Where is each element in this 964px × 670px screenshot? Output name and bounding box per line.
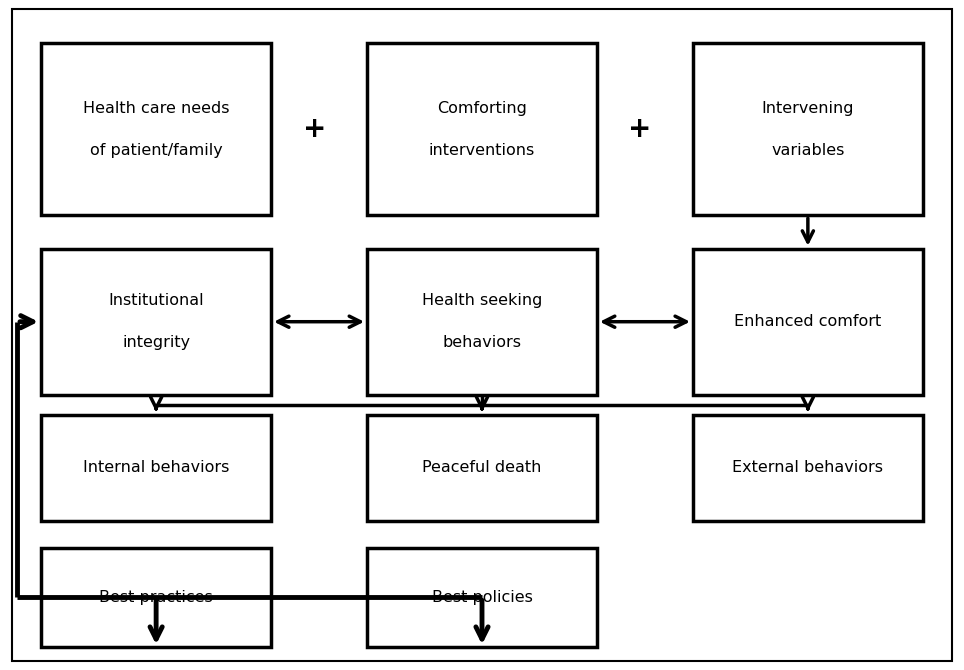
Text: Institutional

integrity: Institutional integrity — [108, 293, 204, 350]
Text: Internal behaviors: Internal behaviors — [83, 460, 229, 476]
Text: Intervening

variables: Intervening variables — [762, 100, 854, 157]
Bar — [367, 249, 597, 395]
Text: Best practices: Best practices — [99, 590, 213, 605]
Bar — [41, 547, 271, 647]
Bar — [367, 43, 597, 215]
Bar — [693, 415, 923, 521]
Text: Health care needs

of patient/family: Health care needs of patient/family — [83, 100, 229, 157]
Text: Best policies: Best policies — [432, 590, 532, 605]
Bar — [693, 43, 923, 215]
Bar — [41, 43, 271, 215]
Bar — [41, 249, 271, 395]
Text: +: + — [629, 115, 652, 143]
Text: External behaviors: External behaviors — [733, 460, 883, 476]
Text: Peaceful death: Peaceful death — [422, 460, 542, 476]
Text: Enhanced comfort: Enhanced comfort — [735, 314, 881, 329]
Bar — [41, 415, 271, 521]
Text: Comforting

interventions: Comforting interventions — [429, 100, 535, 157]
Text: Health seeking

behaviors: Health seeking behaviors — [422, 293, 542, 350]
Bar — [693, 249, 923, 395]
Text: +: + — [303, 115, 326, 143]
Bar — [367, 415, 597, 521]
Bar — [367, 547, 597, 647]
